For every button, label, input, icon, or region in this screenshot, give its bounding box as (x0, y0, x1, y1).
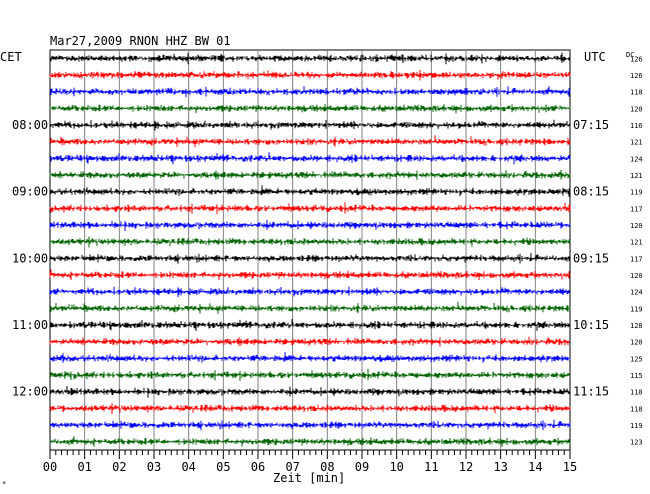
trace-row (49, 52, 571, 65)
dc-value: 125 (630, 355, 643, 363)
trace-row (49, 286, 571, 298)
x-tick-label: 13 (493, 460, 507, 474)
trace-row (49, 219, 571, 231)
dc-value: 128 (630, 322, 643, 330)
trace-row (49, 185, 571, 197)
trace-row (49, 253, 571, 264)
x-tick-label: 04 (181, 460, 195, 474)
trace-row (49, 436, 571, 447)
dc-value: 123 (630, 439, 643, 447)
trace-row (49, 302, 571, 314)
trace-row (49, 152, 571, 165)
trace-row (49, 236, 571, 248)
dc-value: 124 (630, 289, 643, 297)
trace-row (49, 69, 571, 81)
x-tick-label: 09 (355, 460, 369, 474)
x-tick-label: 11 (424, 460, 438, 474)
dc-value: 119 (630, 422, 643, 430)
trace-row (49, 269, 571, 280)
dc-value: 124 (630, 155, 643, 163)
dc-value: 120 (630, 339, 643, 347)
x-tick-label: 15 (563, 460, 577, 474)
left-hour-label: 11:00 (12, 318, 48, 332)
dc-value: 116 (630, 122, 643, 130)
trace-row (49, 119, 571, 131)
right-hour-label: 07:15 (573, 118, 609, 132)
x-tick-label: 02 (112, 460, 126, 474)
x-tick-label: 00 (43, 460, 57, 474)
right-hour-label: 09:15 (573, 251, 609, 265)
dc-value: 119 (630, 305, 643, 313)
x-tick-label: 06 (251, 460, 265, 474)
left-hour-label: 10:00 (12, 251, 48, 265)
x-tick-label: 07 (285, 460, 299, 474)
x-tick-label: 05 (216, 460, 230, 474)
dc-value: 121 (630, 139, 643, 147)
left-timezone-label: CET (0, 50, 22, 64)
dc-value: 120 (630, 272, 643, 280)
trace-row (49, 386, 571, 398)
left-hour-label: 09:00 (12, 185, 48, 199)
right-hour-label: 11:15 (573, 385, 609, 399)
x-tick-label: 03 (147, 460, 161, 474)
dc-header-label: DC (626, 51, 634, 59)
trace-row (49, 169, 571, 180)
trace-row (49, 336, 571, 347)
trace-row (49, 419, 571, 431)
trace-row (49, 86, 571, 98)
right-timezone-label: UTC (584, 50, 606, 64)
trace-row (49, 352, 571, 363)
trace-row (49, 319, 571, 331)
x-tick-label: 12 (459, 460, 473, 474)
x-tick-label: 10 (389, 460, 403, 474)
dc-value: 120 (630, 222, 643, 230)
dc-value: 121 (630, 239, 643, 247)
grid (49, 49, 571, 459)
plot-title: Mar27,2009 RNON HHZ BW 01 (50, 34, 231, 48)
x-tick-label: 01 (77, 460, 91, 474)
dc-value: 118 (630, 389, 643, 397)
plot-frame (49, 49, 571, 451)
x-tick-label: 08 (320, 460, 334, 474)
traces (49, 52, 571, 447)
trace-row (49, 368, 571, 381)
dc-value: 126 (630, 55, 643, 63)
corner-mark: * (2, 480, 6, 488)
dc-value: 119 (630, 189, 643, 197)
right-hour-label: 10:15 (573, 318, 609, 332)
dc-value: 126 (630, 72, 643, 80)
trace-row (49, 202, 571, 215)
dc-value: 118 (630, 405, 643, 413)
trace-row (49, 135, 571, 148)
trace-row (49, 104, 571, 114)
dc-value: 115 (630, 372, 643, 380)
dc-value: 117 (630, 205, 643, 213)
x-tick-label: 14 (528, 460, 542, 474)
right-hour-label: 08:15 (573, 185, 609, 199)
dc-value: 120 (630, 105, 643, 113)
x-axis-label: Zeit [min] (273, 471, 345, 485)
dc-value: 118 (630, 89, 643, 97)
trace-row (49, 403, 571, 415)
dc-value: 117 (630, 255, 643, 263)
left-hour-label: 08:00 (12, 118, 48, 132)
left-hour-label: 12:00 (12, 385, 48, 399)
dc-value: 121 (630, 172, 643, 180)
labels: 00 01 02 03 04 05 06 07 08 09 10 11 12 13 14 15 126 126 11… (12, 55, 643, 474)
